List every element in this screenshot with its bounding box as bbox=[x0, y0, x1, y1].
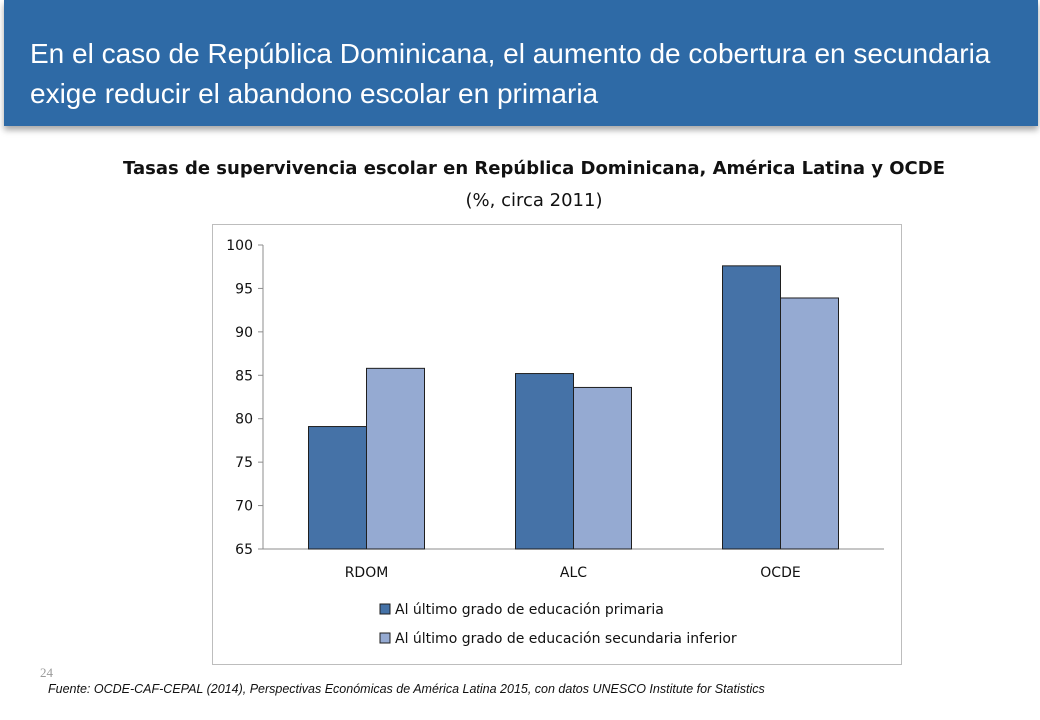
legend-swatch bbox=[379, 603, 391, 615]
chart-subtitle: (%, circa 2011) bbox=[465, 190, 603, 211]
y-tick-label: 100 bbox=[226, 238, 253, 254]
bar-alc-series-2 bbox=[573, 386, 632, 550]
y-tick-label: 75 bbox=[235, 455, 253, 471]
y-tick-label: 85 bbox=[235, 368, 253, 384]
legend-swatch bbox=[379, 632, 391, 644]
chart-title: Tasas de supervivencia escolar en Repúbl… bbox=[123, 158, 945, 179]
y-tick-label: 80 bbox=[235, 412, 253, 428]
y-tick-label: 95 bbox=[235, 281, 253, 297]
bar-chart: 65 70 75 80 85 90 95 100 RDOM ALC OCDE Al último gr… bbox=[226, 238, 884, 647]
page-number: 24 bbox=[40, 665, 53, 680]
x-tick-label: ALC bbox=[560, 565, 587, 581]
source-note: Fuente: OCDE-CAF-CEPAL (2014), Perspecti… bbox=[48, 682, 765, 696]
slide-title: En el caso de República Dominicana, el a… bbox=[30, 38, 991, 109]
x-tick-label: OCDE bbox=[760, 565, 800, 581]
y-tick-label: 70 bbox=[235, 499, 253, 515]
bar-alc-series-1 bbox=[515, 373, 574, 550]
y-tick-label: 65 bbox=[235, 542, 253, 558]
y-tick-label: 90 bbox=[235, 325, 253, 341]
chart-frame: 65 70 75 80 85 90 95 100 RDOM ALC OCDE Al último gr… bbox=[212, 224, 902, 665]
bar-rdom-series-2 bbox=[366, 367, 425, 550]
bar-ocde-series-1 bbox=[722, 265, 781, 550]
legend-label: Al último grado de educación primaria bbox=[395, 602, 664, 618]
title-banner: En el caso de República Dominicana, el a… bbox=[4, 0, 1038, 126]
bar-ocde-series-2 bbox=[780, 297, 839, 550]
legend-label: Al último grado de educación secundaria … bbox=[395, 631, 737, 647]
x-tick-label: RDOM bbox=[345, 565, 389, 581]
bar-rdom-series-1 bbox=[308, 426, 367, 550]
